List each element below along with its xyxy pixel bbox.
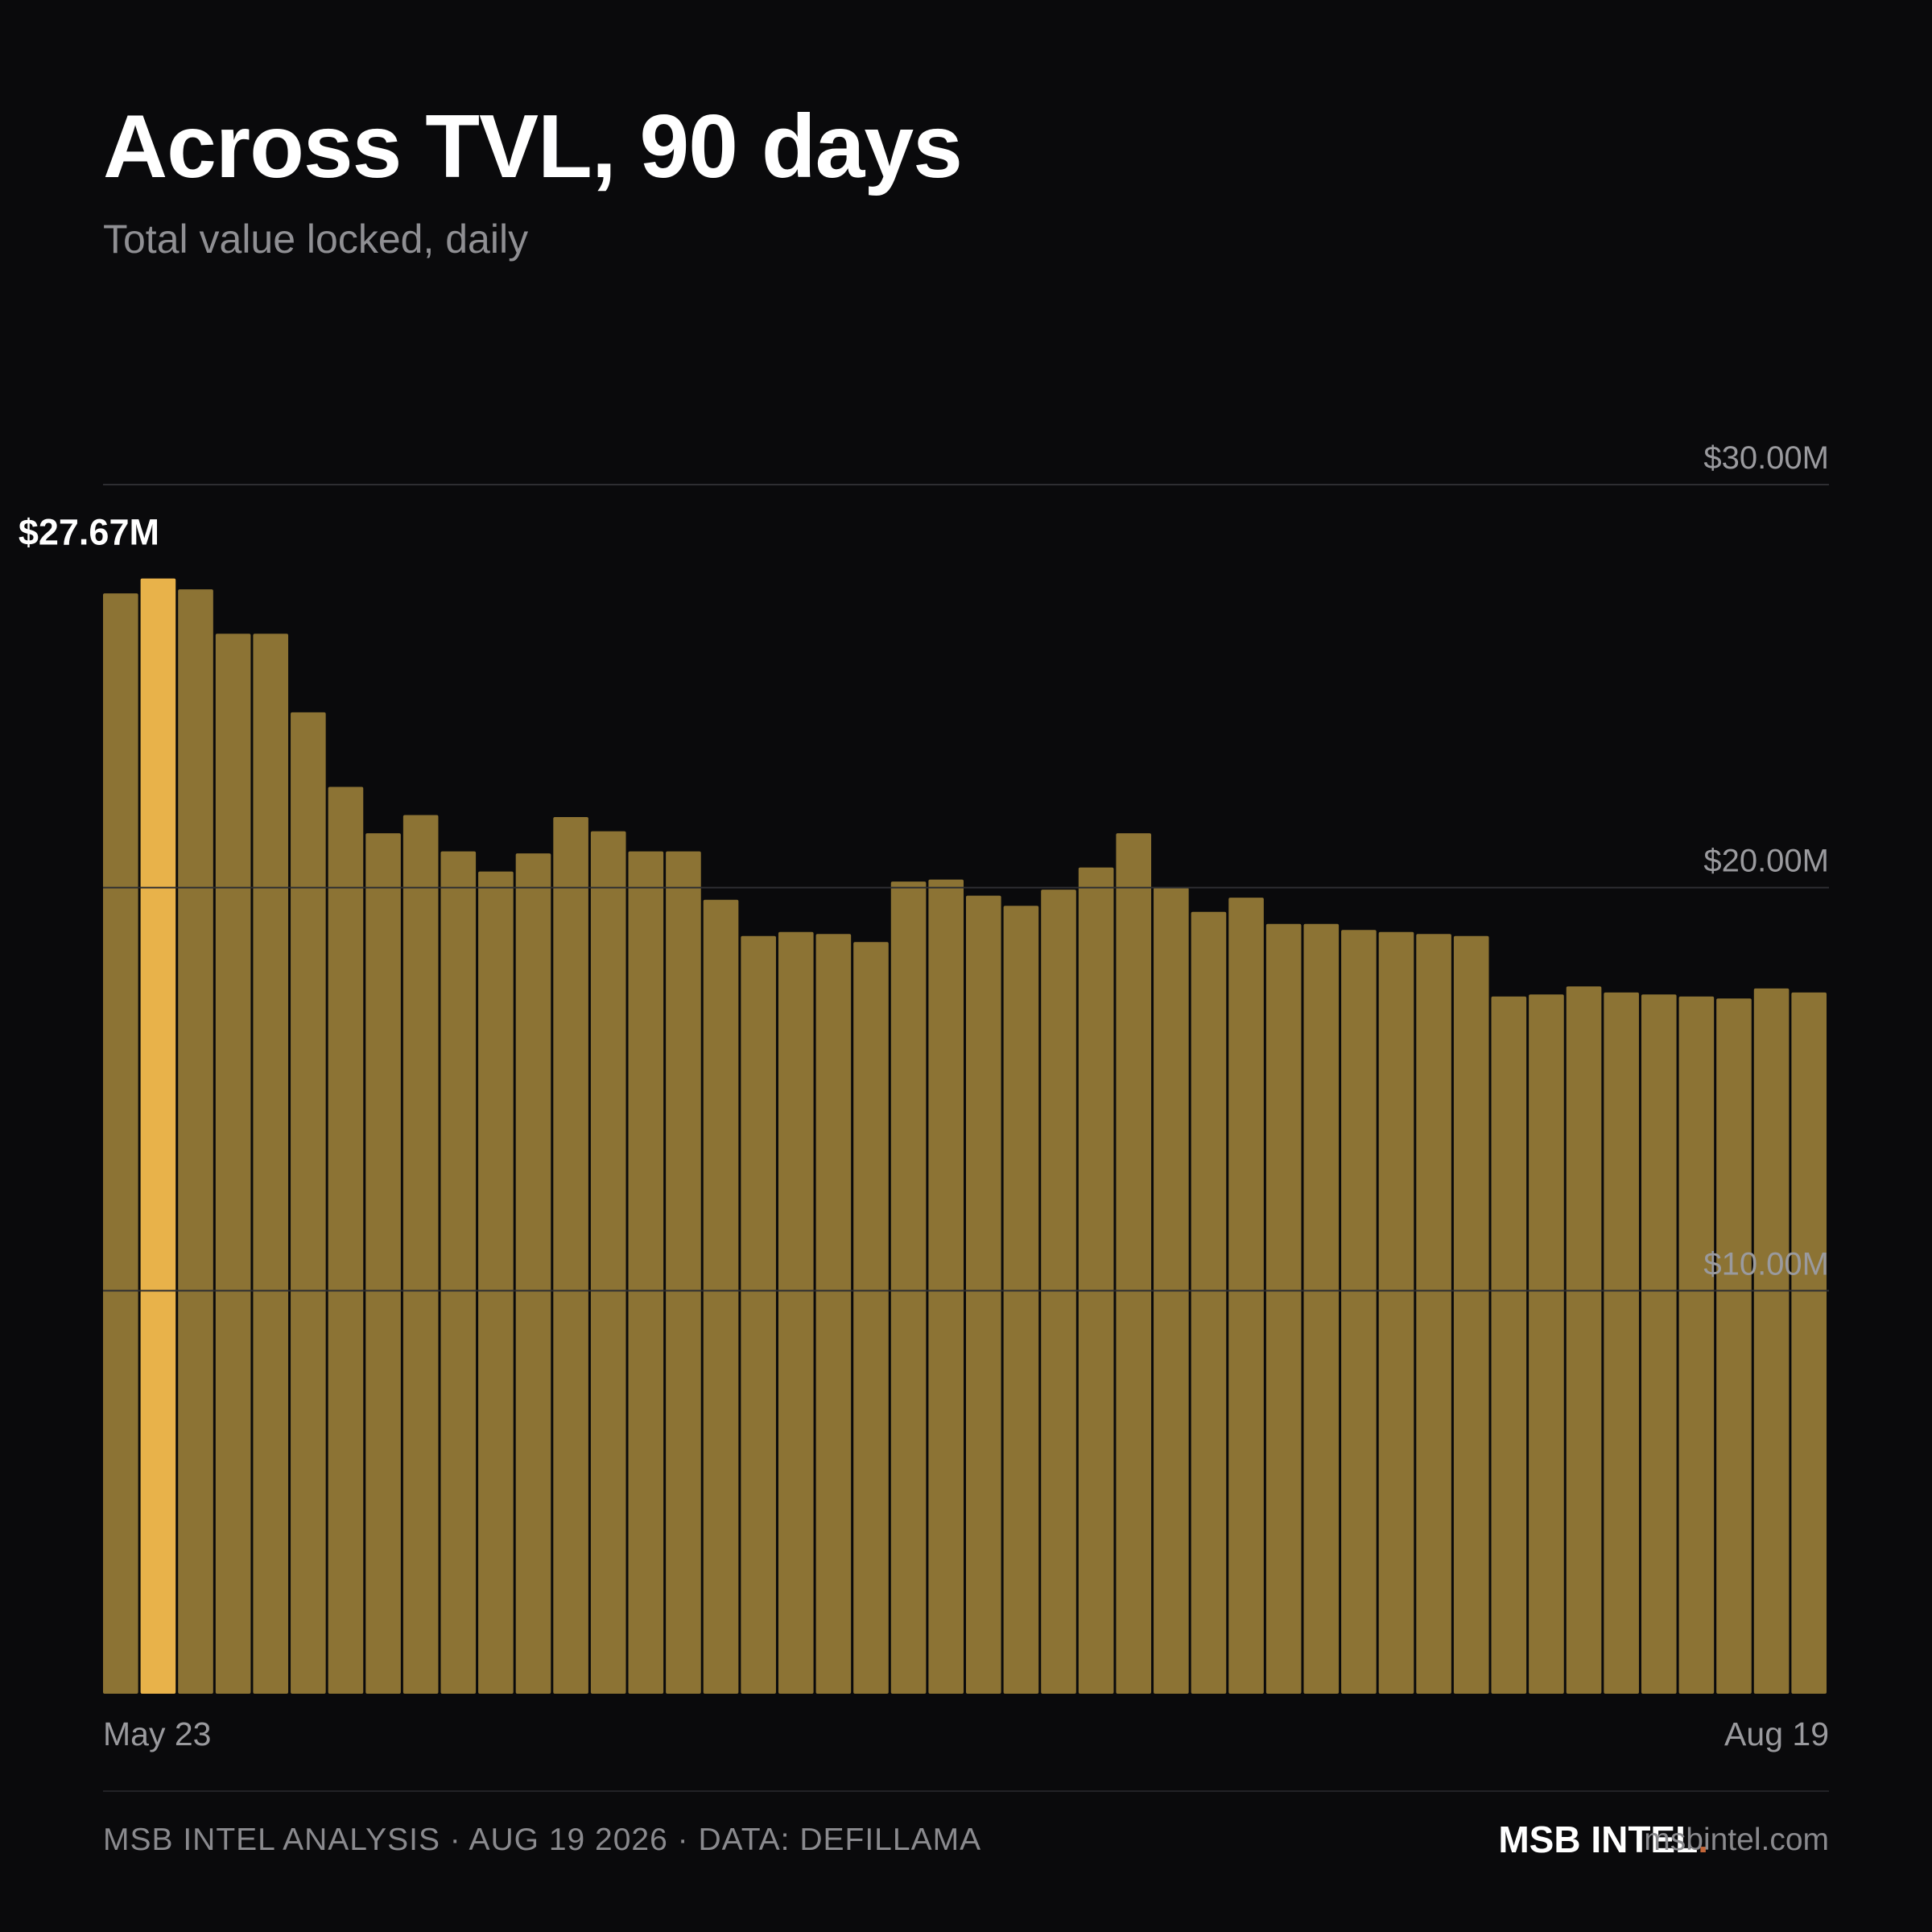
bar bbox=[1529, 994, 1564, 1694]
bar bbox=[1566, 986, 1602, 1694]
highlight-value-label: $27.67M bbox=[19, 512, 159, 553]
bar bbox=[1491, 996, 1527, 1694]
bar bbox=[1265, 923, 1302, 1694]
chart-subtitle: Total value locked, daily bbox=[103, 217, 529, 262]
bar bbox=[365, 833, 401, 1694]
bar bbox=[1791, 992, 1827, 1694]
x-end-label: Aug 19 bbox=[1724, 1715, 1829, 1752]
bar bbox=[1753, 988, 1790, 1694]
bar bbox=[1604, 992, 1639, 1694]
bar bbox=[1341, 930, 1377, 1694]
bar bbox=[215, 634, 251, 1694]
bar bbox=[253, 634, 289, 1694]
bar bbox=[966, 895, 1001, 1694]
site-link[interactable]: msbintel.com bbox=[1644, 1823, 1829, 1857]
brand-logo: MSB INTEL. bbox=[1498, 1818, 1708, 1861]
y-tick-label: $10.00M bbox=[1703, 1246, 1829, 1282]
brand-name: MSB INTEL bbox=[1498, 1818, 1699, 1860]
bar bbox=[291, 712, 326, 1694]
bar bbox=[778, 931, 814, 1694]
bar bbox=[1303, 923, 1340, 1694]
footer-credit: MSB INTEL ANALYSIS · AUG 19 2026 · DATA:… bbox=[103, 1823, 982, 1857]
bar bbox=[741, 935, 776, 1694]
bar bbox=[1678, 996, 1715, 1694]
footer-divider bbox=[103, 1790, 1829, 1792]
bar bbox=[666, 851, 701, 1694]
bar bbox=[703, 899, 739, 1694]
bar bbox=[178, 589, 213, 1695]
y-tick-label: $30.00M bbox=[1703, 440, 1829, 476]
bar bbox=[628, 851, 664, 1694]
brand-dot: . bbox=[1698, 1818, 1708, 1860]
bar bbox=[1378, 931, 1414, 1694]
bar bbox=[853, 942, 889, 1694]
bar bbox=[553, 817, 588, 1694]
bar bbox=[440, 851, 477, 1694]
bar bbox=[1453, 935, 1489, 1694]
bar bbox=[590, 831, 626, 1694]
bar bbox=[1116, 833, 1152, 1694]
bar bbox=[928, 879, 964, 1694]
chart-title: Across TVL, 90 days bbox=[103, 97, 963, 196]
bar bbox=[515, 853, 551, 1694]
bar bbox=[1716, 998, 1752, 1694]
bar bbox=[815, 934, 852, 1694]
bar bbox=[1003, 906, 1039, 1694]
bar bbox=[1078, 867, 1114, 1694]
bar-highlight bbox=[140, 578, 176, 1695]
y-tick-label: $20.00M bbox=[1703, 844, 1829, 879]
bar bbox=[402, 815, 439, 1694]
bar bbox=[478, 871, 514, 1694]
bar bbox=[890, 881, 927, 1694]
bar bbox=[1191, 911, 1227, 1694]
bar bbox=[103, 593, 138, 1695]
bar bbox=[1041, 890, 1076, 1694]
bar bbox=[1641, 994, 1677, 1694]
bar bbox=[328, 786, 364, 1694]
bar bbox=[1416, 934, 1451, 1694]
x-start-label: May 23 bbox=[103, 1715, 211, 1752]
bar bbox=[1228, 898, 1264, 1694]
